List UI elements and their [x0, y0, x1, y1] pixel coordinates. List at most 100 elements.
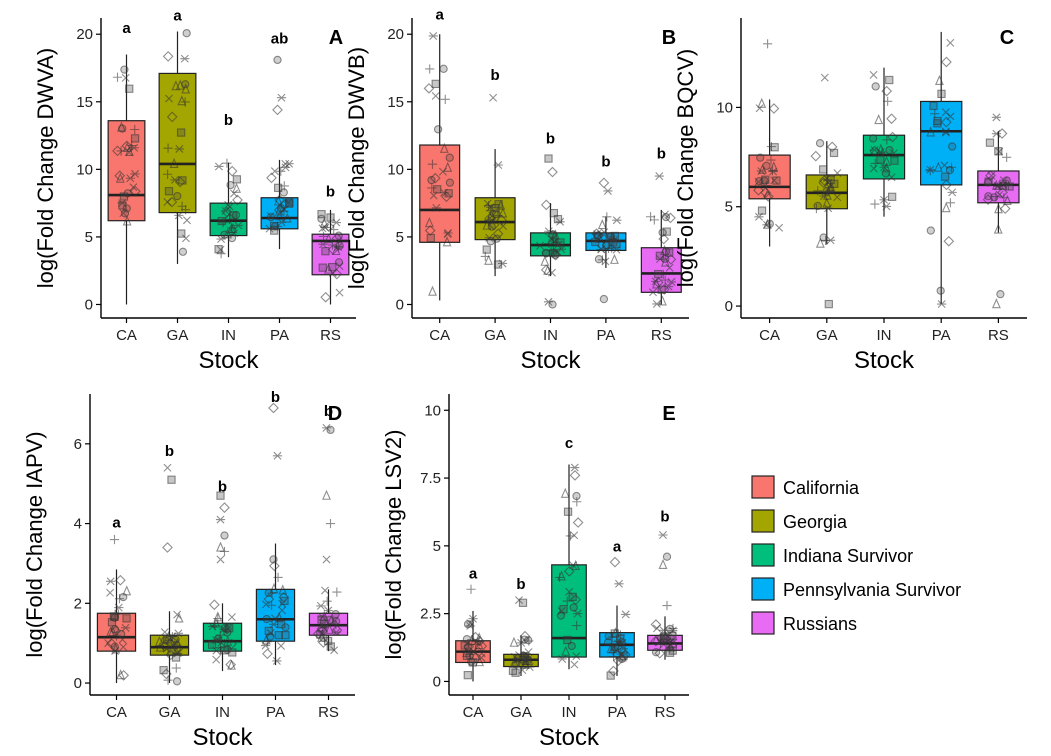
data-point [815, 237, 825, 248]
legend-label-IN: Indiana Survivor [783, 546, 913, 566]
data-point [524, 636, 533, 645]
data-point [331, 610, 340, 619]
data-point [216, 245, 225, 254]
significance-letter: a [112, 515, 121, 532]
data-point [163, 143, 173, 153]
data-point [173, 629, 184, 638]
data-point [557, 654, 567, 663]
data-point [810, 150, 822, 162]
y-tick-label: 10 [387, 161, 404, 178]
data-point [121, 140, 133, 152]
x-tick-label: CA [759, 327, 780, 344]
significance-letter: b [546, 131, 555, 148]
data-point [173, 191, 182, 201]
data-point [214, 245, 223, 254]
data-point [572, 620, 582, 631]
x-tick-label: PA [266, 704, 285, 721]
data-point [109, 612, 119, 621]
data-point [881, 169, 891, 178]
data-point [328, 263, 337, 272]
data-point [166, 111, 178, 123]
outlier-point [603, 186, 613, 195]
data-point [753, 184, 764, 196]
data-point [554, 572, 565, 583]
data-point [328, 268, 337, 277]
y-tick-label: 0 [725, 298, 733, 315]
panel-label: A [329, 27, 343, 49]
data-point [269, 221, 279, 231]
data-point [331, 244, 341, 256]
data-point [822, 174, 831, 183]
outlier-point [609, 556, 621, 568]
y-tick-label: 6 [74, 436, 82, 453]
data-point [563, 635, 572, 645]
data-point [116, 629, 126, 639]
data-point [1002, 194, 1012, 205]
data-point [169, 157, 179, 168]
data-point [567, 641, 576, 651]
data-point [274, 612, 284, 623]
x-tick-label: CA [106, 704, 127, 721]
data-point [476, 640, 488, 652]
data-point [112, 72, 123, 82]
data-point [217, 216, 226, 226]
data-point [164, 187, 174, 196]
data-point [326, 642, 335, 651]
data-point [885, 75, 894, 85]
data-point [654, 647, 666, 659]
data-point [602, 212, 612, 222]
data-point [665, 248, 674, 257]
data-point [570, 660, 579, 669]
data-point [177, 201, 187, 211]
data-point [114, 603, 124, 612]
y-axis-title: log(Fold Change BQCV) [673, 49, 698, 287]
data-point [511, 668, 520, 677]
data-point [819, 165, 828, 174]
panel-E-group: 0 2.5 5 7.5 10 log(Fold Change LSV2) CA GA IN PA R… [381, 394, 689, 751]
x-tick-label: CA [429, 327, 450, 344]
significance-letter: b [326, 183, 335, 200]
outlier-point [991, 298, 1001, 309]
data-point [890, 156, 899, 165]
data-point [463, 671, 472, 680]
outlier-point [658, 531, 668, 539]
panel-label: B [662, 27, 676, 49]
outlier-point [220, 531, 229, 540]
data-point [651, 634, 661, 645]
data-point [874, 113, 884, 125]
data-point [768, 103, 780, 114]
data-point [656, 254, 665, 263]
data-point [668, 637, 678, 648]
data-point [176, 128, 186, 137]
data-point [508, 666, 518, 675]
significance-letter: ab [271, 31, 289, 48]
data-point [572, 517, 584, 528]
data-point [556, 245, 566, 254]
data-point [334, 231, 343, 240]
data-point [317, 210, 326, 219]
data-point [171, 80, 181, 91]
data-point [439, 64, 448, 73]
data-point [161, 636, 170, 645]
data-point [319, 619, 329, 629]
data-point [106, 588, 115, 597]
data-point [174, 176, 186, 188]
data-point [660, 633, 672, 645]
outlier-point [272, 451, 283, 460]
legend-swatch-PA [751, 577, 775, 601]
data-point [175, 79, 185, 90]
data-point [272, 656, 282, 665]
data-point [824, 183, 835, 192]
data-point [123, 189, 132, 198]
data-point [760, 187, 772, 198]
data-point [221, 207, 231, 215]
data-point [870, 199, 880, 209]
data-point [273, 572, 283, 583]
data-point [553, 214, 563, 224]
data-point [656, 637, 665, 646]
data-point [170, 175, 180, 184]
data-point [260, 641, 271, 650]
data-point [658, 233, 670, 245]
data-point [815, 139, 825, 148]
data-point [277, 641, 286, 650]
